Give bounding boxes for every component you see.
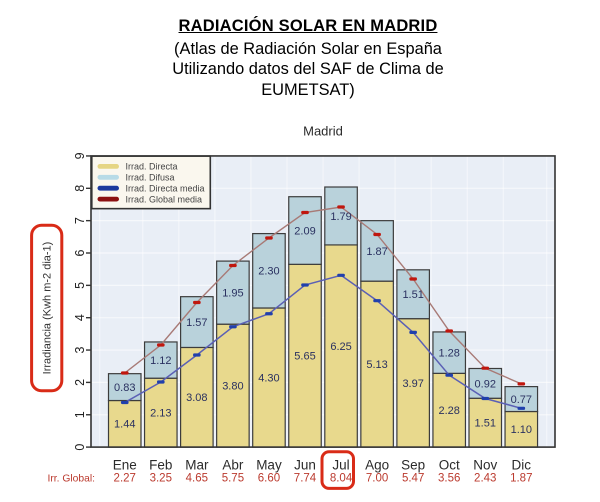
svg-text:Dic: Dic [512,458,532,473]
svg-text:Irr. Global:: Irr. Global: [48,474,96,485]
svg-text:0: 0 [73,444,87,451]
svg-text:Madrid: Madrid [303,124,343,139]
svg-text:5.47: 5.47 [402,473,424,485]
svg-text:3.80: 3.80 [222,381,243,393]
svg-text:1.44: 1.44 [114,419,135,431]
svg-text:4.65: 4.65 [186,473,208,485]
svg-text:Abr: Abr [222,458,244,473]
svg-text:7.00: 7.00 [366,473,388,485]
svg-text:0.83: 0.83 [114,382,135,394]
svg-text:3.56: 3.56 [438,473,460,485]
svg-text:2.28: 2.28 [438,405,459,417]
svg-text:Ago: Ago [365,458,389,473]
svg-text:5.75: 5.75 [222,473,244,485]
svg-text:6: 6 [73,249,87,256]
svg-text:May: May [256,458,282,473]
svg-text:Sep: Sep [401,458,425,473]
svg-text:5: 5 [73,282,87,289]
svg-text:3: 3 [73,347,87,354]
svg-text:1.12: 1.12 [150,355,171,367]
svg-text:9: 9 [73,152,87,159]
svg-text:7: 7 [73,217,87,224]
svg-text:2.30: 2.30 [258,266,279,278]
svg-text:4: 4 [73,314,87,321]
svg-text:Irrad. Directa media: Irrad. Directa media [126,184,205,194]
svg-text:1.87: 1.87 [366,246,387,258]
svg-text:0.77: 0.77 [511,394,532,406]
svg-text:2.09: 2.09 [294,225,315,237]
svg-text:5.65: 5.65 [294,351,315,363]
svg-text:Jun: Jun [294,458,316,473]
svg-text:Irrad. Difusa: Irrad. Difusa [126,173,175,183]
svg-text:1.10: 1.10 [511,424,532,436]
svg-text:1.87: 1.87 [510,473,532,485]
svg-text:1.79: 1.79 [330,211,351,223]
svg-text:6.25: 6.25 [330,341,351,353]
svg-text:3.97: 3.97 [402,378,423,390]
svg-text:8: 8 [73,185,87,192]
svg-text:Nov: Nov [473,458,497,473]
svg-text:1: 1 [73,411,87,418]
svg-text:Jul: Jul [332,458,349,473]
svg-text:2.13: 2.13 [150,408,171,420]
svg-text:Mar: Mar [185,458,209,473]
svg-text:1.28: 1.28 [438,348,459,360]
svg-text:3.25: 3.25 [150,473,172,485]
svg-text:Irradiancia (Kwh m-2 dia-1): Irradiancia (Kwh m-2 dia-1) [41,242,53,375]
svg-text:1.51: 1.51 [475,418,496,430]
svg-text:1.57: 1.57 [186,317,207,329]
svg-text:Irrad. Directa: Irrad. Directa [126,162,178,172]
svg-text:2.43: 2.43 [474,473,496,485]
svg-text:8.04: 8.04 [330,473,353,485]
svg-text:0.92: 0.92 [475,378,496,390]
svg-text:1.95: 1.95 [222,288,243,300]
svg-text:6.60: 6.60 [258,473,280,485]
svg-text:2: 2 [73,379,87,386]
svg-text:1.51: 1.51 [402,289,423,301]
svg-text:2.27: 2.27 [114,473,136,485]
svg-text:7.74: 7.74 [294,473,317,485]
svg-text:5.13: 5.13 [366,359,387,371]
svg-text:Oct: Oct [439,458,460,473]
svg-text:4.30: 4.30 [258,372,279,384]
svg-text:Feb: Feb [149,458,172,473]
svg-text:Ene: Ene [113,458,137,473]
svg-text:Irrad. Global media: Irrad. Global media [126,194,203,204]
svg-text:3.08: 3.08 [186,392,207,404]
